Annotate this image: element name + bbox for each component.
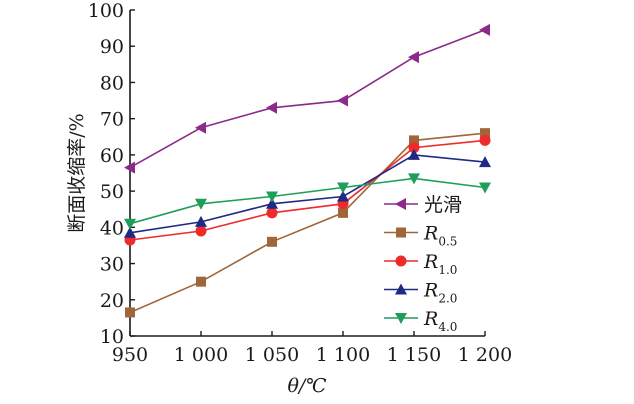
data-point-4-5	[479, 182, 491, 194]
data-point-2-1	[195, 225, 207, 237]
x-tick-label: 1 000	[174, 344, 228, 366]
data-point-0-3	[337, 94, 348, 107]
legend-label-3: R2.0	[423, 280, 457, 306]
x-tick-label: 1 150	[387, 344, 441, 366]
legend-label-main: R	[423, 223, 438, 245]
data-point-0-4	[408, 51, 419, 64]
data-point-3-0	[124, 226, 136, 238]
data-point-3-3	[337, 190, 349, 202]
legend-label-main: R	[423, 308, 438, 330]
data-point-1-5	[480, 128, 490, 139]
series-lines	[129, 29, 486, 314]
y-ticks: 10 20 30 40 50 60 70 80 90 100	[88, 0, 135, 348]
legend-label-main: R	[423, 251, 438, 273]
x-tick-label: 1 200	[458, 344, 512, 366]
data-point-4-2	[266, 191, 278, 203]
y-tick-label: 30	[100, 254, 124, 276]
legend-label-4: R4.0	[423, 308, 457, 334]
legend-marker-2	[395, 255, 407, 267]
legend-label-main: R	[423, 280, 438, 302]
series-line-0	[129, 29, 486, 169]
y-tick-label: 50	[100, 181, 124, 203]
y-tick-label: 70	[100, 109, 124, 131]
data-point-4-1	[195, 198, 207, 210]
y-tick-label: 60	[100, 145, 124, 167]
legend-marker-4	[395, 313, 407, 324]
legend-label-2: R1.0	[423, 251, 457, 277]
x-ticks: 950 1 000 1 050 1 100 1 150 1 200	[112, 331, 512, 366]
legend-label-main: 光滑	[424, 194, 462, 216]
series-line-4	[129, 177, 486, 225]
data-point-4-3	[337, 182, 349, 194]
data-point-4-0	[124, 218, 136, 230]
legend-label-1: R0.5	[423, 223, 457, 249]
series-line-3	[129, 154, 486, 234]
data-point-4-4	[408, 173, 420, 185]
data-point-2-4	[408, 142, 420, 154]
data-point-1-0	[125, 307, 135, 318]
data-point-0-2	[266, 101, 277, 114]
axes	[129, 10, 485, 337]
legend-label-subscript: 2.0	[438, 292, 457, 306]
data-point-1-3	[338, 207, 348, 218]
data-point-3-4	[408, 148, 420, 160]
data-point-1-4	[409, 135, 419, 146]
data-point-1-1	[196, 276, 206, 287]
y-axis-title: 断面收缩率/%	[66, 113, 88, 232]
legend-label-subscript: 4.0	[438, 320, 457, 334]
y-tick-label: 80	[100, 72, 124, 94]
legend-marker-0	[395, 198, 406, 210]
legend-label-0: 光滑	[424, 194, 462, 216]
legend-label-subscript: 0.5	[438, 235, 457, 249]
data-point-2-2	[266, 207, 278, 219]
data-point-2-5	[479, 134, 491, 146]
legend-label-subscript: 1.0	[438, 263, 457, 277]
y-tick-label: 90	[100, 36, 124, 58]
data-point-1-2	[267, 236, 277, 247]
x-axis-title: θ/℃	[287, 375, 326, 397]
data-point-0-5	[479, 23, 490, 36]
series-line-2	[129, 139, 486, 241]
x-tick-label: 1 100	[316, 344, 370, 366]
data-point-0-1	[195, 121, 206, 134]
x-tick-label: 1 050	[245, 344, 299, 366]
data-point-3-1	[195, 215, 207, 227]
series-markers	[124, 23, 491, 318]
x-tick-label: 950	[112, 344, 148, 366]
data-point-3-2	[266, 197, 278, 209]
data-point-0-0	[124, 161, 135, 174]
legend-marker-1	[396, 227, 406, 238]
legend-marker-3	[395, 283, 407, 295]
y-tick-label: 100	[88, 0, 124, 22]
y-tick-label: 40	[100, 217, 124, 239]
series-line-1	[129, 132, 486, 314]
data-point-3-5	[479, 156, 491, 168]
y-tick-label: 10	[100, 326, 124, 348]
y-tick-label: 20	[100, 290, 124, 312]
